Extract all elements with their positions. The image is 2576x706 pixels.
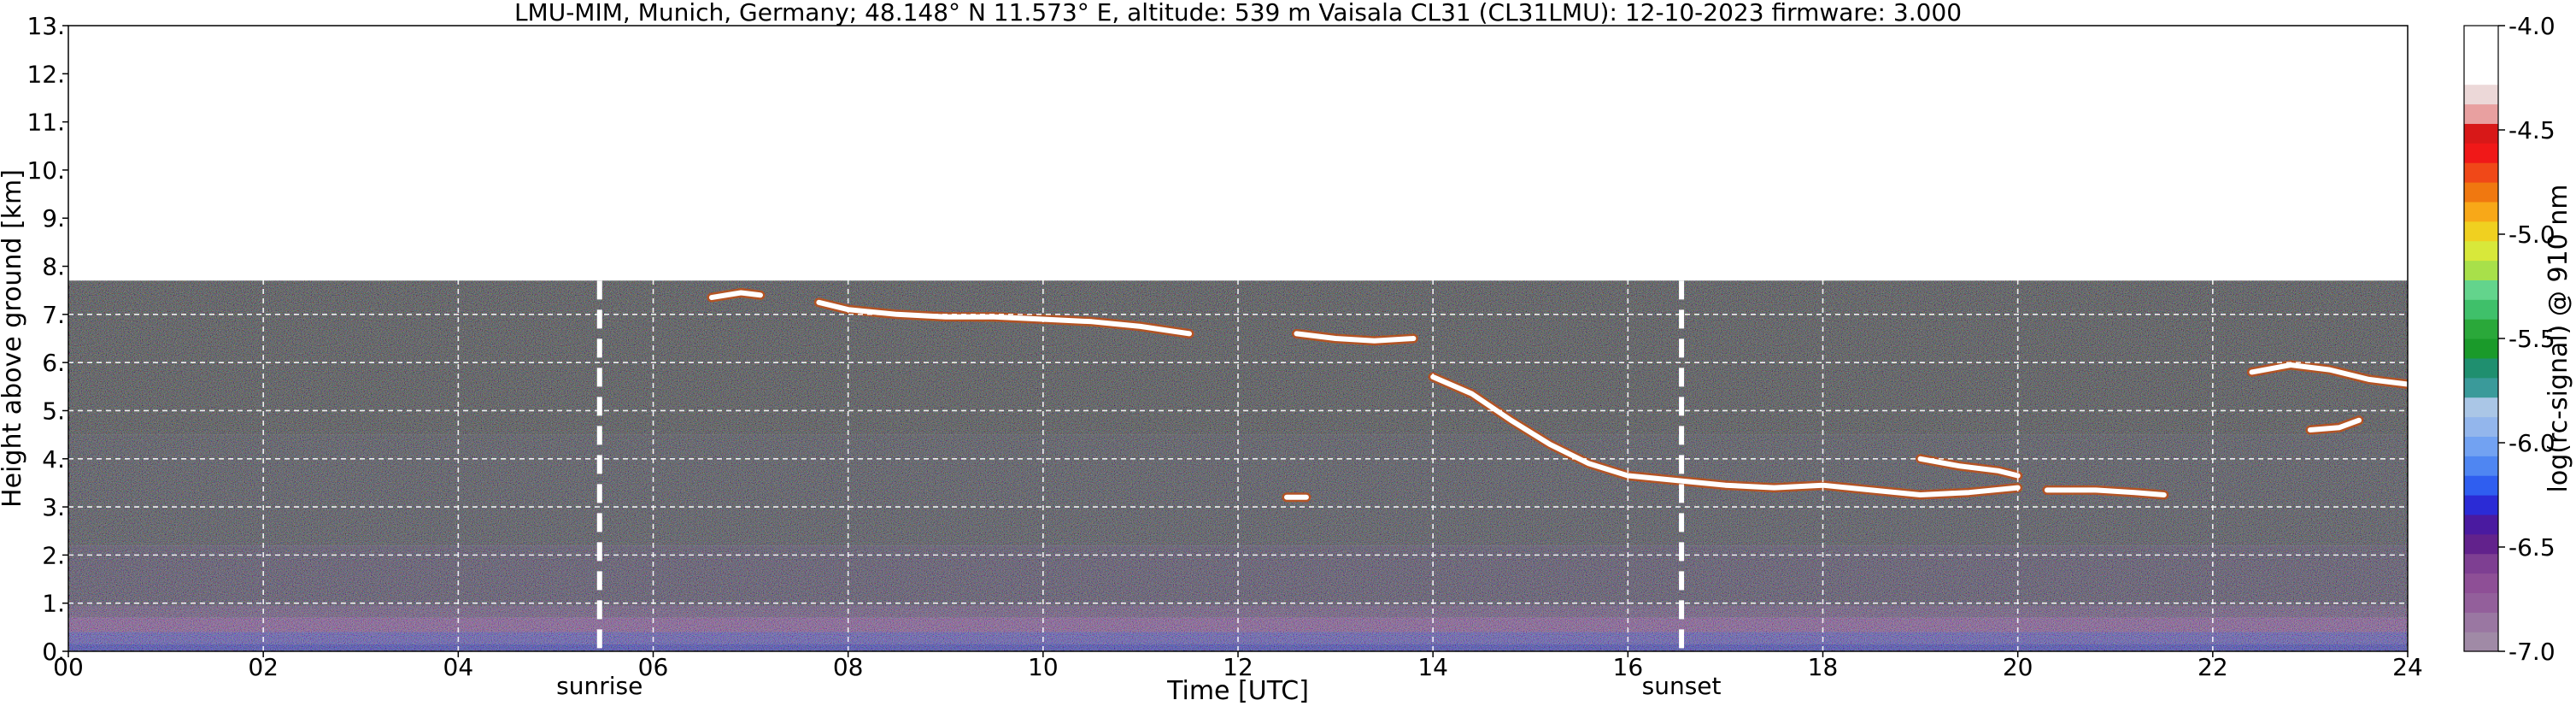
cloud-layers: [707, 288, 2408, 503]
plot-area: [68, 26, 2408, 651]
colorbar-swatch: [2464, 162, 2498, 183]
colorbar-swatch: [2464, 44, 2498, 66]
x-tick-label: 00: [53, 653, 84, 681]
x-axis-label: Time [UTC]: [1166, 676, 1309, 706]
cloud-layer: [1917, 456, 2021, 479]
colorbar-swatch: [2464, 592, 2498, 613]
x-tick-label: 12: [1223, 653, 1253, 681]
y-tick-label: 0.: [42, 638, 65, 666]
colorbar-swatch: [2464, 221, 2498, 242]
y-axis: 0. 1. 2. 3. 4. 5. 6. 7. 8. 9. 10. 11. 12. 13.: [26, 12, 68, 666]
x-tick-label: 20: [2003, 653, 2033, 681]
cloud-layer: [1294, 331, 1417, 344]
y-axis-label: Height above ground [km]: [0, 169, 27, 508]
colorbar-tick-label: -6.0: [2509, 429, 2555, 457]
colorbar-swatch: [2464, 299, 2498, 320]
colorbar-tick-label: -5.0: [2509, 221, 2555, 249]
x-tick-label: 10: [1028, 653, 1059, 681]
colorbar-swatch: [2464, 456, 2498, 476]
sunset-label: sunset: [1642, 672, 1722, 700]
colorbar-tick-label: -4.0: [2509, 12, 2555, 40]
colorbar-swatch: [2464, 416, 2498, 437]
x-tick-label: 14: [1417, 653, 1448, 681]
colorbar-swatch: [2464, 573, 2498, 593]
x-tick-label: 06: [638, 653, 669, 681]
cloud-layer: [2249, 362, 2408, 387]
colorbar-swatch: [2464, 182, 2498, 203]
colorbar-swatch: [2464, 553, 2498, 574]
colorbar-tick-label: -6.5: [2509, 533, 2555, 562]
colorbar-swatch: [2464, 475, 2498, 496]
colorbar-tick-label: -7.0: [2509, 638, 2555, 666]
colorbar-swatch: [2464, 103, 2498, 124]
colorbar-swatch: [2464, 338, 2498, 359]
x-tick-label: 04: [443, 653, 474, 681]
y-tick-label: 1.: [42, 590, 65, 618]
y-tick-label: 10.: [26, 156, 65, 185]
cloud-layer: [2307, 417, 2362, 432]
y-tick-label: 2.: [42, 541, 65, 569]
colorbar-swatch: [2464, 26, 2498, 46]
y-tick-label: 11.: [26, 109, 65, 137]
colorbar-tick-label: -5.5: [2509, 325, 2555, 353]
colorbar-swatch: [2464, 377, 2498, 398]
y-tick-label: 6.: [42, 349, 65, 377]
x-axis: 00 02 04 06 08 10 12 14 16 18 20 22 24: [53, 651, 2423, 681]
colorbar-swatch: [2464, 319, 2498, 339]
colorbar-tick-label: -4.5: [2509, 116, 2555, 144]
x-tick-label: 22: [2198, 653, 2228, 681]
y-tick-label: 13.: [26, 12, 65, 40]
colorbar-swatch: [2464, 436, 2498, 456]
y-tick-label: 5.: [42, 397, 65, 425]
chart-title: LMU-MIM, Munich, Germany; 48.148° N 11.5…: [514, 0, 1962, 26]
cloud-layer: [2044, 487, 2167, 497]
colorbar-swatch: [2464, 612, 2498, 632]
colorbar-swatch: [2464, 201, 2498, 222]
x-tick-label: 18: [1808, 653, 1839, 681]
colorbar-swatch: [2464, 533, 2498, 555]
colorbar-swatch: [2464, 123, 2498, 144]
colorbar-swatch: [2464, 64, 2498, 85]
x-tick-label: 24: [2392, 653, 2423, 681]
y-tick-label: 9.: [42, 204, 65, 232]
x-tick-label: 16: [1613, 653, 1644, 681]
y-tick-label: 7.: [42, 301, 65, 329]
colorbar-swatch: [2464, 632, 2498, 652]
cloud-layer: [708, 290, 763, 301]
marker-labels: sunrise sunset: [556, 672, 1721, 700]
colorbar-swatch: [2464, 279, 2498, 300]
colorbar-swatch: [2464, 495, 2498, 515]
x-tick-label: 02: [248, 653, 279, 681]
cloud-layer: [816, 299, 1192, 337]
colorbar-swatch: [2464, 240, 2498, 262]
sunrise-label: sunrise: [556, 672, 643, 700]
colorbar-swatch: [2464, 397, 2498, 418]
y-tick-label: 8.: [42, 253, 65, 281]
x-tick-label: 08: [833, 653, 864, 681]
colorbar-label: log(rc-signal) @ 910 nm: [2544, 185, 2573, 493]
cloud-layer: [1430, 374, 2021, 497]
signal-noise: [68, 280, 2408, 651]
colorbar-swatch: [2464, 357, 2498, 379]
y-tick-label: 12.: [26, 60, 65, 88]
grid: [68, 26, 2408, 651]
y-tick-label: 4.: [42, 445, 65, 474]
y-tick-label: 3.: [42, 493, 65, 521]
colorbar-swatch: [2464, 514, 2498, 535]
colorbar-swatch: [2464, 143, 2498, 163]
colorbar: -7.0 -6.5 -6.0 -5.5 -5.0 -4.5 -4.0: [2463, 12, 2555, 666]
sun-markers: [596, 280, 1685, 651]
colorbar-swatch: [2464, 260, 2498, 280]
colorbar-swatch: [2464, 84, 2498, 105]
